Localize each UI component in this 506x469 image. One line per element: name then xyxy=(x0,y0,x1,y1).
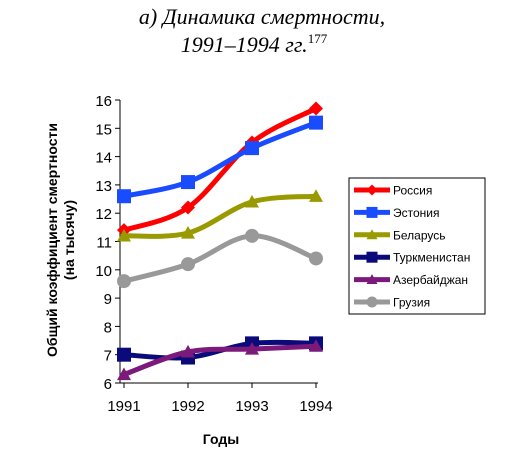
legend-item: Эстония xyxy=(354,206,440,220)
legend-label: Беларусь xyxy=(393,228,445,242)
legend-swatch-marker xyxy=(366,274,378,284)
y-tick-label: 10 xyxy=(95,263,112,280)
data-point-marker xyxy=(309,339,323,352)
data-point-marker xyxy=(181,257,195,272)
series-line xyxy=(121,105,319,233)
legend-swatch-marker xyxy=(366,206,378,218)
chart-title-line1: а) Динамика смертности, xyxy=(139,4,385,29)
legend-swatch-marker xyxy=(366,296,378,308)
data-point-marker xyxy=(181,226,195,239)
legend-label: Грузия xyxy=(393,296,430,310)
data-point-marker xyxy=(309,251,323,266)
legend-swatch-marker xyxy=(366,251,378,263)
data-point-marker xyxy=(117,189,131,204)
series-line xyxy=(121,120,319,199)
data-point-marker xyxy=(117,347,131,362)
legend-item: Туркменистан xyxy=(354,251,470,265)
x-tick-label: 1992 xyxy=(171,398,204,415)
legend-item: Россия xyxy=(354,184,432,198)
legend-item: Грузия xyxy=(354,296,430,310)
legend-label: Эстония xyxy=(393,206,440,220)
y-tick-label: 13 xyxy=(95,178,112,195)
legend-item: Беларусь xyxy=(354,228,445,242)
chart-title-line2: 1991–1994 гг.177 xyxy=(181,31,328,57)
x-tick-label: 1993 xyxy=(235,398,268,415)
y-tick-label: 9 xyxy=(104,291,112,308)
data-point-marker xyxy=(309,101,323,116)
x-tick-label: 1991 xyxy=(107,398,140,415)
data-point-marker xyxy=(309,189,323,202)
data-point-marker xyxy=(117,367,131,381)
data-point-marker xyxy=(181,200,195,215)
x-axis-title: Годы xyxy=(203,431,239,447)
series-эстония xyxy=(117,115,323,204)
y-tick-label: 12 xyxy=(95,206,112,223)
chart-title-years: 1991–1994 гг. xyxy=(181,32,308,57)
chart-title-footnote: 177 xyxy=(308,31,328,46)
data-point-marker xyxy=(309,115,323,130)
series-грузия xyxy=(117,228,323,289)
y-tick-label: 15 xyxy=(95,121,112,138)
series-line xyxy=(121,233,319,284)
data-point-marker xyxy=(245,194,259,208)
y-tick-label: 7 xyxy=(104,348,112,365)
legend-swatch-marker xyxy=(366,229,378,240)
y-axis-ticks: 6 7 8 9 10 11 12 13 14 15 16 xyxy=(95,93,120,393)
x-axis-ticks: 1991 1992 1993 1994 xyxy=(107,383,333,415)
y-tick-label: 8 xyxy=(104,319,112,336)
legend: Россия Эстония Беларусь Туркменистан Азербай… xyxy=(354,184,470,310)
y-tick-label: 16 xyxy=(95,93,112,110)
data-point-marker xyxy=(245,141,259,156)
data-point-marker xyxy=(245,342,259,355)
data-point-marker xyxy=(117,274,131,289)
y-axis-title-line1: Общий коэффициент смертности xyxy=(44,123,60,357)
legend-item: Азербайджан xyxy=(354,273,468,287)
legend-box xyxy=(348,177,486,315)
series-line xyxy=(121,343,319,378)
data-point-marker xyxy=(245,228,259,243)
series-layer xyxy=(117,101,323,381)
legend-label: Азербайджан xyxy=(393,273,468,287)
legend-label: Туркменистан xyxy=(393,251,470,265)
series-азербайджан xyxy=(117,339,323,381)
y-tick-label: 6 xyxy=(104,376,112,393)
y-axis-title-line2: (на тысячу) xyxy=(61,200,77,280)
legend-label: Россия xyxy=(393,184,432,198)
x-tick-label: 1994 xyxy=(299,398,332,415)
series-беларусь xyxy=(117,189,323,242)
y-tick-label: 11 xyxy=(96,235,112,252)
legend-swatch-marker xyxy=(366,184,378,196)
data-point-marker xyxy=(181,344,195,358)
data-point-marker xyxy=(181,175,195,190)
data-point-marker xyxy=(117,228,131,242)
series-line xyxy=(121,193,319,239)
y-tick-label: 14 xyxy=(95,150,112,167)
